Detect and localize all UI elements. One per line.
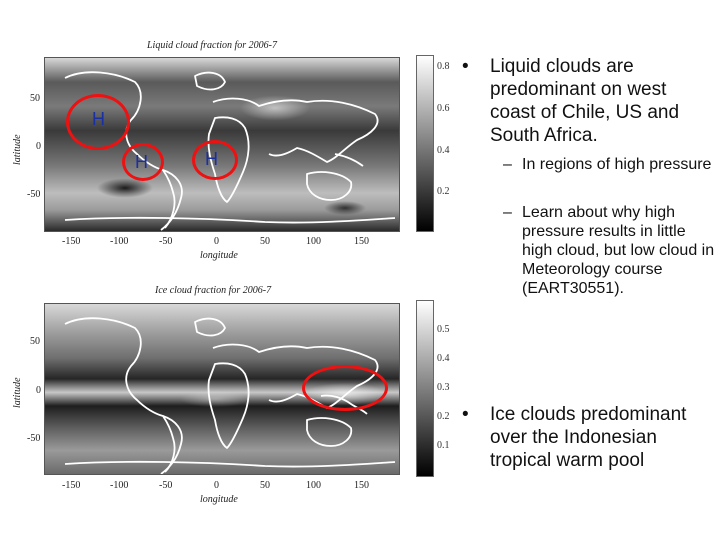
ice-colorbar — [416, 300, 434, 477]
y-axis-label: latitude — [12, 134, 23, 165]
x-tick: 100 — [306, 236, 321, 247]
sub-bullet-high-pressure: In regions of high pressure — [522, 156, 712, 173]
colorbar-tick: 0.3 — [437, 382, 450, 393]
liquid-colorbar — [416, 55, 434, 232]
x-tick: 0 — [214, 236, 219, 247]
colorbar-tick: 0.4 — [437, 353, 450, 364]
bullet-ice-clouds: Ice clouds predominant over the Indonesi… — [490, 404, 687, 471]
x-tick: -100 — [110, 236, 129, 247]
y-axis-label: latitude — [12, 377, 23, 408]
x-axis-label: longitude — [200, 250, 238, 261]
ice-cloud-figure: Ice cloud fraction for 2006-7 latitude 5… — [0, 270, 470, 540]
y-tick: -50 — [27, 189, 41, 200]
colorbar-tick: 0.2 — [437, 411, 450, 422]
x-tick: 150 — [354, 480, 369, 491]
map-title: Liquid cloud fraction for 2006-7 — [147, 40, 277, 51]
bullet-marker: • — [462, 56, 469, 77]
y-tick: 0 — [36, 385, 41, 396]
x-tick: 100 — [306, 480, 321, 491]
bullet-liquid-clouds: Liquid clouds are predominant on west co… — [490, 56, 680, 146]
y-tick: -50 — [27, 433, 41, 444]
colorbar-tick: 0.1 — [437, 440, 450, 451]
x-axis-label: longitude — [200, 494, 238, 505]
x-tick: -150 — [62, 236, 81, 247]
sub-bullet-marker: – — [503, 204, 512, 221]
high-pressure-ring-chile — [122, 143, 164, 181]
high-pressure-ring-south-africa — [192, 140, 238, 180]
sub-bullet-meteorology-course: Learn about why high pressure results in… — [522, 204, 715, 297]
x-tick: 50 — [260, 236, 270, 247]
x-tick: -50 — [159, 236, 173, 247]
x-tick: -100 — [110, 480, 129, 491]
y-tick: 50 — [30, 336, 40, 347]
y-tick: 0 — [36, 141, 41, 152]
x-tick: -150 — [62, 480, 81, 491]
colorbar-tick: 0.4 — [437, 145, 450, 156]
colorbar-tick: 0.2 — [437, 186, 450, 197]
y-tick: 50 — [30, 93, 40, 104]
high-pressure-marker: H — [205, 149, 218, 169]
colorbar-tick: 0.5 — [437, 324, 450, 335]
x-tick: 150 — [354, 236, 369, 247]
high-pressure-marker: H — [135, 152, 148, 172]
high-pressure-ring-us — [66, 94, 130, 150]
high-pressure-marker: H — [92, 109, 105, 129]
warm-pool-ring-indonesia — [302, 365, 388, 411]
liquid-cloud-figure: Liquid cloud fraction for 2006-7 latitud… — [0, 0, 470, 270]
colorbar-tick: 0.6 — [437, 103, 450, 114]
bullet-marker: • — [462, 404, 469, 425]
x-tick: -50 — [159, 480, 173, 491]
x-tick: 0 — [214, 480, 219, 491]
coastline-overlay — [64, 71, 396, 231]
colorbar-tick: 0.8 — [437, 61, 450, 72]
sub-bullet-marker: – — [503, 156, 512, 173]
x-tick: 50 — [260, 480, 270, 491]
map-title: Ice cloud fraction for 2006-7 — [155, 285, 272, 296]
